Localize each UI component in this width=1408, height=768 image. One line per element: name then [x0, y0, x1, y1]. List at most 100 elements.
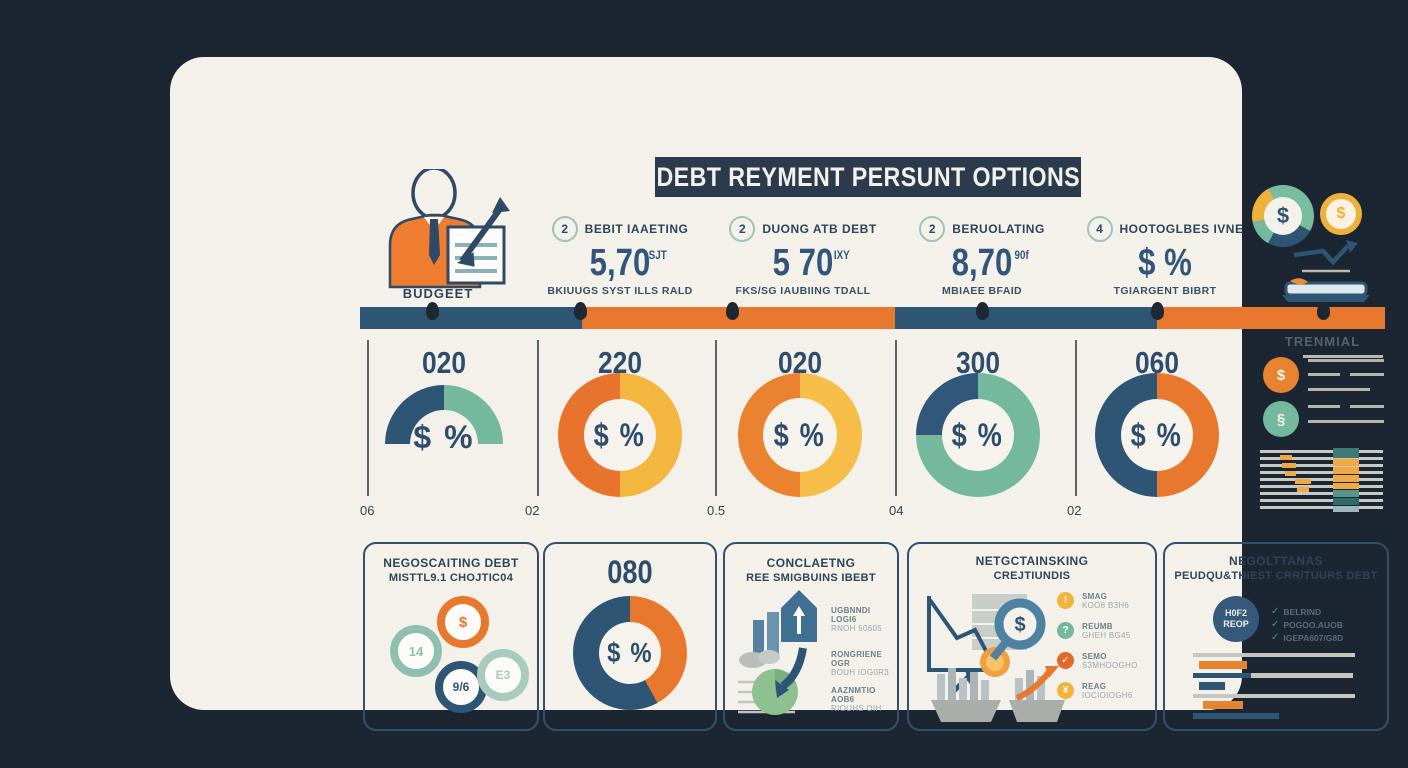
teal-coin-icon: §	[1263, 401, 1299, 437]
gauge-3-tick: 0.5	[707, 503, 726, 518]
card-negotiation-report: NEGOLTTANAS PEUDQU&THIEST CRR/TUURS DEBT…	[1163, 542, 1389, 731]
card3-note-2: RONGRIENE OGR BOUH IOG0R3	[831, 650, 889, 677]
side-panel-title: TRENMIAL	[1284, 334, 1361, 349]
budget-person-icon	[388, 169, 510, 289]
infographic-card: DEBT REYMENT PERSUNT OPTIONS BUDGEET 2 B…	[170, 57, 1389, 731]
card2-donut: $ %	[573, 596, 687, 710]
timeline-pin-icon	[1317, 302, 1330, 320]
stat-item-1: 2 BEBIT IAAETING 5,70 SJT BKIUUGS SYST I…	[535, 216, 705, 297]
stat-1-superscript: SJT	[648, 248, 667, 262]
budget-label: BUDGEET	[402, 286, 474, 301]
house-growth-illustration	[738, 590, 817, 715]
stat-item-2: 2 DUONG ATB DEBT 5 70 IXY FKS/SG IAUBIIN…	[718, 216, 888, 297]
column-divider	[367, 340, 369, 496]
text-line	[1308, 420, 1384, 423]
stat-2-value: 5 70 IXY	[733, 243, 872, 283]
timeline-pin-icon	[726, 302, 739, 320]
gauge-4-tick: 04	[889, 503, 904, 518]
trend-tablet-icon	[1282, 240, 1370, 302]
gauge-2-tick: 02	[525, 503, 540, 518]
text-line	[1350, 405, 1384, 408]
stat-2-sublabel: FKS/SG IAUBIING TDALL	[735, 285, 871, 297]
check-icon: ✓	[1271, 606, 1280, 617]
card4-item-2: ? REUMB GHEH BG45	[1057, 622, 1131, 640]
gauge-4-donut: $ %	[916, 373, 1040, 497]
gauge-2-donut: $ %	[558, 373, 682, 497]
card-consolidating-debt: CONCLAETNG REE SMIGBUINS IBEBT	[723, 542, 899, 731]
timeline-segment-1	[360, 307, 582, 329]
stat-3-number-badge: 2	[919, 216, 946, 242]
stat-2-number-badge: 2	[729, 216, 756, 242]
alert-icon: !	[1057, 592, 1074, 609]
gauge-2-symbol: $ %	[594, 416, 646, 453]
stat-4-value: $ %	[1138, 242, 1192, 284]
dollar-bubble-icon: $	[437, 596, 489, 648]
text-line	[1308, 359, 1384, 362]
gauge-3-symbol: $ %	[774, 416, 826, 453]
question-icon: ?	[1057, 622, 1074, 639]
gauge-1-tick: 06	[360, 503, 375, 518]
check-icon: ✓	[1271, 632, 1280, 643]
stat-1-label: BEBIT IAAETING	[584, 222, 689, 236]
card-donut-080: 080 $ %	[543, 542, 717, 731]
card5-title-line1: NEGOLTTANAS	[1229, 554, 1323, 568]
stat-1-sublabel: BKIUUGS SYST ILLS RALD	[547, 285, 693, 297]
market-analysis-illustration: $	[927, 594, 1065, 722]
check-icon: ✓	[1271, 619, 1280, 630]
svg-text:$: $	[1014, 614, 1025, 636]
timeline-segment-2	[582, 307, 895, 329]
column-divider	[537, 340, 539, 496]
report-badge: H0F2 REOP	[1213, 596, 1259, 642]
gauge-5-tick: 02	[1067, 503, 1082, 518]
currency-icon: ¥	[1057, 682, 1074, 699]
column-divider	[715, 340, 717, 496]
stat-3-label: BERUOLATING	[952, 222, 1045, 236]
money-donut-icon: $	[1252, 185, 1314, 247]
check-icon: ✓	[1057, 652, 1074, 669]
stat-3-sublabel: MBIAEE BFAID	[941, 285, 1023, 297]
stat-4-label: HOOTOGLBES IVNE	[1119, 222, 1244, 236]
stat-item-4: 4 HOOTOGLBES IVNE $ % TGIARGENT BIBRT	[1080, 216, 1250, 297]
card4-item-1: ! SMAG KOO8 B3H6	[1057, 592, 1129, 610]
stat-4-number-badge: 4	[1086, 216, 1113, 242]
column-divider	[895, 340, 897, 496]
card4-title-line1: NETGCTAINSKING	[975, 554, 1089, 568]
timeline-segment-3	[895, 307, 1157, 329]
timeline-pin-icon	[976, 302, 989, 320]
timeline-pin-icon	[1151, 302, 1164, 320]
orange-coin-icon: $	[1263, 357, 1299, 393]
text-line	[1308, 373, 1340, 376]
text-line	[1308, 388, 1370, 391]
stat-item-3: 2 BERUOLATING 8,70 90f MBIAEE BFAID	[897, 216, 1067, 297]
stat-4-sublabel: TGIARGENT BIBRT	[1113, 285, 1217, 297]
gauge-1-half-donut	[385, 385, 503, 444]
timeline-pin-icon	[426, 302, 439, 320]
card4-title-line2: CREJTIUNDIS	[993, 570, 1071, 582]
stat-2-superscript: IXY	[833, 248, 850, 262]
gauge-4-symbol: $ %	[952, 416, 1004, 453]
page-title: DEBT REYMENT PERSUNT OPTIONS	[655, 157, 1081, 197]
text-line	[1350, 373, 1384, 376]
card3-note-3: AAZNMTIO AOB6 RIOUHS OIH	[831, 686, 882, 713]
page-title-text: DEBT REYMENT PERSUNT OPTIONS	[656, 161, 1080, 192]
card-negotiating-debt: NEGOSCAITING DEBT MISTTL9.1 CHOJTIC04 $ …	[363, 542, 539, 731]
card5-title-line2: PEUDQU&THIEST CRR/TUURS DEBT	[1174, 570, 1378, 582]
gauge-5-donut: $ %	[1095, 373, 1219, 497]
timeline-pin-icon	[574, 302, 587, 320]
gauge-1-symbol: $ %	[413, 419, 475, 455]
stat-1-value: 5,70 SJT	[550, 243, 689, 283]
stat-2-label: DUONG ATB DEBT	[762, 222, 877, 236]
side-panel-underline	[1303, 355, 1383, 358]
card3-title-line1: CONCLAETNG	[766, 556, 856, 570]
card1-title-line1: NEGOSCAITING DEBT	[383, 556, 519, 570]
stat-3-value: 8,70 90f	[912, 243, 1051, 283]
gauge-1-value: 020	[422, 345, 466, 380]
card3-title-line2: REE SMIGBUINS IBEBT	[746, 572, 876, 584]
card-negotiating-creditors: NETGCTAINSKING CREJTIUNDIS $	[907, 542, 1157, 731]
gauge-3-donut: $ %	[738, 373, 862, 497]
coin-icon: $	[1320, 193, 1362, 235]
card4-item-4: ¥ REAG IOCIOIOGH6	[1057, 682, 1133, 700]
card1-title-line2: MISTTL9.1 CHOJTIC04	[388, 572, 514, 584]
card4-item-3: ✓ SEMO S3MHOOGHO	[1057, 652, 1138, 670]
